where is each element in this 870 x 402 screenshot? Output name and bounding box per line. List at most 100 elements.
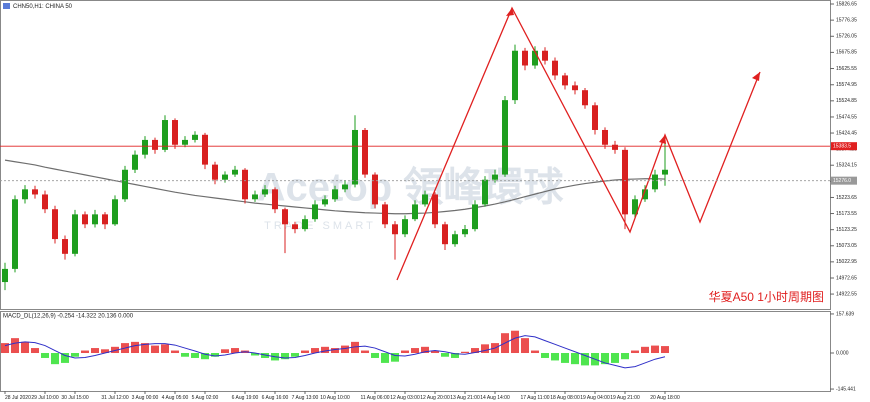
candle-body	[272, 189, 278, 210]
macd-bar	[581, 353, 589, 366]
macd-bar	[251, 353, 259, 356]
candle-body	[342, 184, 348, 190]
macd-bar	[161, 344, 169, 354]
macd-bar	[401, 350, 409, 354]
macd-bar	[661, 346, 669, 354]
macd-bar	[361, 350, 369, 354]
y-tick-label: 15726.05	[836, 34, 857, 40]
macd-bar	[141, 343, 149, 354]
candle-body	[52, 209, 58, 240]
candle-body	[262, 189, 268, 195]
candle-body	[362, 129, 368, 175]
macd-bar	[391, 353, 399, 362]
price-tag	[831, 176, 857, 185]
macd-bar	[21, 341, 29, 354]
macd-bar	[81, 350, 89, 354]
macd-bar	[321, 346, 329, 354]
macd-bar	[51, 353, 59, 365]
candle-body	[582, 90, 588, 106]
price-tag	[831, 142, 857, 151]
candle-body	[502, 100, 508, 175]
macd-bar	[481, 344, 489, 354]
arrow-head	[506, 8, 514, 16]
candle-body	[22, 189, 28, 200]
candle-body	[632, 199, 638, 215]
macd-bar	[211, 353, 219, 357]
y-tick-label: 15776.35	[836, 17, 857, 23]
candle-body	[452, 234, 458, 245]
macd-bar	[171, 350, 179, 354]
macd-bar	[31, 348, 39, 354]
candle-body	[252, 194, 258, 200]
macd-bar	[601, 353, 609, 365]
candle-body	[42, 194, 48, 210]
candle-body	[92, 214, 98, 225]
candle-body	[522, 50, 528, 66]
macd-label: MACD_DL(12,26,9) -0.254 -14.322 20.136 0…	[3, 314, 134, 320]
x-tick-label: 7 Aug 13:00	[292, 395, 319, 401]
forecast-arrows	[396, 6, 761, 281]
macd-bar	[11, 338, 19, 354]
candle-body	[462, 229, 468, 235]
macd-bar	[521, 338, 529, 354]
price-tag-label: 15276.0	[833, 178, 851, 184]
y-tick-label: 15073.05	[836, 243, 857, 249]
x-tick-label: 19 Aug 21:00	[610, 395, 640, 401]
y-tick-label: 14972.65	[836, 275, 857, 281]
macd-bar	[421, 346, 429, 354]
macd-bar	[201, 353, 209, 360]
macd-bar	[131, 341, 139, 354]
x-tick-label: 6 Aug 16:00	[262, 395, 289, 401]
macd-bar	[411, 348, 419, 354]
annotation: 华夏A50 1小时周期图	[709, 290, 824, 304]
macd-bar	[441, 353, 449, 357]
y-tick-label: 15524.85	[836, 98, 857, 104]
macd-bar	[471, 348, 479, 354]
symbol-icon	[3, 3, 10, 9]
candle-body	[432, 194, 438, 225]
y-tick-label: 15574.95	[836, 82, 857, 88]
y-tick-label: 15424.45	[836, 130, 857, 136]
candle-body	[372, 174, 378, 205]
plot-layer	[1, 44, 669, 369]
candle-body	[132, 154, 138, 170]
macd-bar	[511, 330, 519, 354]
moving-average	[4, 159, 666, 215]
x-tick-label: 20 Aug 18:00	[650, 395, 680, 401]
candle-body	[562, 75, 568, 86]
x-tick-label: 18 Aug 08:00	[550, 395, 580, 401]
candle-body	[222, 174, 228, 180]
candle-body	[332, 189, 338, 200]
macd-bar	[311, 348, 319, 354]
macd-bar	[111, 346, 119, 354]
y-tick-label: 15474.55	[836, 114, 857, 120]
candle-body	[472, 204, 478, 230]
x-tick-label: 30 Jul 15:00	[61, 395, 88, 401]
x-tick-label: 13 Aug 21:00	[450, 395, 480, 401]
macd-bar	[451, 353, 459, 358]
macd-bar	[291, 353, 299, 357]
macd-bar	[41, 353, 49, 358]
candle-body	[12, 199, 18, 269]
y-tick-label: 15173.55	[836, 211, 857, 217]
candle-body	[482, 179, 488, 205]
macd-bar	[91, 348, 99, 354]
candle-body	[302, 219, 308, 230]
candle-body	[422, 194, 428, 205]
candle-body	[242, 169, 248, 200]
candle-body	[642, 189, 648, 200]
arrow-head	[752, 72, 760, 81]
candle-body	[82, 214, 88, 225]
candle-body	[182, 139, 188, 145]
macd-bar	[301, 350, 309, 354]
candle-body	[312, 204, 318, 220]
candle-body	[552, 60, 558, 76]
y-tick-label: 157.639	[836, 311, 854, 317]
candle-body	[412, 204, 418, 220]
macd-bar	[611, 353, 619, 363]
x-tick-label: 29 Jul 10:00	[31, 395, 58, 401]
macd-bar	[71, 353, 79, 357]
macd-bar	[461, 351, 469, 354]
candle-body	[382, 204, 388, 225]
